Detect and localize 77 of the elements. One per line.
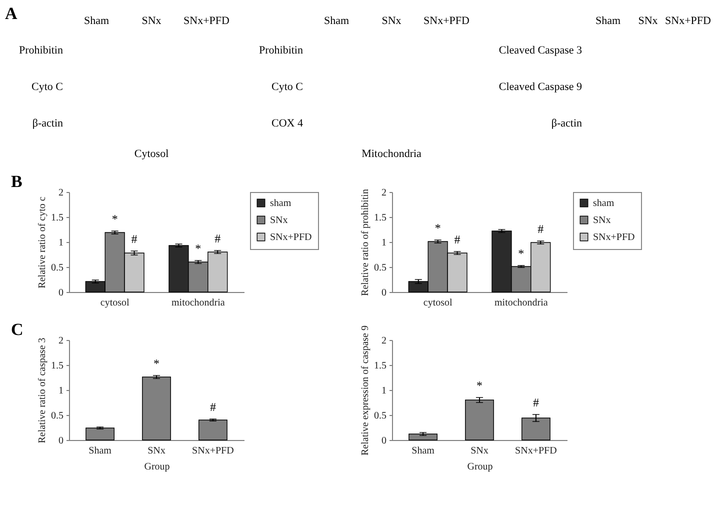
y-axis-title: Relative ratio of prohibitin: [360, 189, 371, 296]
y-tick-label: 1: [382, 238, 386, 248]
y-tick-label: 0: [58, 288, 64, 298]
category-label: SNx+PFD: [424, 15, 470, 27]
x-tick-label: SNx: [148, 446, 166, 456]
y-axis-title: Relative expression of caspase 9: [360, 326, 371, 456]
y-tick-label: 2: [382, 336, 386, 346]
category-label: Sham: [595, 15, 621, 27]
category-label: SNx+PFD: [184, 15, 230, 27]
y-tick-label: 2: [382, 188, 386, 198]
y-tick-label: 1: [58, 238, 64, 248]
x-tick-label: SNx+PFD: [192, 446, 234, 456]
y-axis-title: Relative ratio of cyto c: [37, 196, 48, 288]
y-tick-label: 0.5: [374, 410, 386, 422]
y-tick-label: 0: [382, 288, 386, 298]
y-tick-label: 1.5: [374, 212, 386, 224]
y-tick-label: 2: [58, 188, 64, 198]
data-label: #: [210, 400, 216, 414]
legend-label: SNx: [593, 215, 611, 226]
y-tick-label: 0.5: [51, 410, 64, 422]
category-label: SNx: [638, 15, 658, 27]
x-tick-label: cytosol: [423, 298, 452, 308]
y-tick-label: 0.5: [374, 262, 386, 274]
y-tick-label: 1.5: [51, 360, 64, 372]
x-tick-label: Sham: [88, 446, 112, 456]
y-axis-title: Relative ratio of caspase 3: [37, 338, 48, 444]
y-tick-label: 0: [58, 436, 64, 446]
legend-label: SNx+PFD: [270, 232, 312, 243]
y-tick-label: 0.5: [51, 262, 64, 274]
data-label: *: [195, 242, 202, 256]
category-label: Sham: [84, 15, 110, 27]
category-label: β-actin: [551, 118, 582, 130]
category-label: SNx+PFD: [665, 15, 712, 27]
text: Mitochondria: [362, 148, 422, 160]
category-label: Cleaved Caspase 3: [498, 44, 582, 56]
data-label: *: [154, 356, 160, 370]
x-tick-label: mitochondria: [494, 298, 548, 308]
text: B: [11, 172, 22, 191]
y-tick-label: 1: [382, 386, 386, 396]
category-label: Cleaved Caspase 9: [498, 81, 582, 93]
category-label: Sham: [324, 15, 350, 27]
data-label: *: [112, 212, 118, 226]
x-tick-label: SNx: [470, 446, 488, 456]
y-tick-label: 1: [58, 386, 64, 396]
text: A: [5, 4, 18, 23]
category-label: Prohibitin: [258, 44, 303, 56]
data-label: #: [214, 232, 221, 246]
y-tick-label: 1.5: [374, 360, 386, 372]
x-axis-title: Group: [144, 462, 170, 472]
data-label: *: [476, 378, 482, 392]
data-label: #: [538, 222, 544, 236]
text: Cytosol: [134, 148, 169, 160]
x-tick-label: mitochondria: [172, 298, 226, 308]
x-tick-label: cytosol: [100, 298, 130, 308]
category-label: SNx: [382, 15, 402, 27]
category-label: SNx: [142, 15, 162, 27]
x-axis-title: Group: [467, 462, 493, 472]
category-label: Prohibitin: [18, 44, 63, 56]
data-label: #: [131, 232, 138, 246]
legend-label: sham: [593, 198, 614, 209]
x-tick-label: Sham: [412, 446, 435, 456]
y-tick-label: 2: [58, 336, 64, 346]
data-label: *: [518, 246, 524, 260]
data-label: *: [434, 221, 441, 235]
y-tick-label: 1.5: [51, 212, 64, 224]
text: C: [11, 320, 24, 339]
data-label: #: [532, 396, 539, 410]
x-tick-label: SNx+PFD: [515, 446, 557, 456]
legend-label: SNx: [270, 215, 288, 226]
legend-label: sham: [270, 198, 292, 209]
legend-label: SNx+PFD: [593, 232, 635, 243]
category-label: COX 4: [272, 118, 303, 130]
category-label: Cyto C: [32, 81, 63, 93]
y-tick-label: 0: [382, 436, 386, 446]
category-label: Cyto C: [272, 81, 303, 93]
category-label: β-actin: [32, 118, 63, 130]
data-label: #: [454, 232, 460, 246]
